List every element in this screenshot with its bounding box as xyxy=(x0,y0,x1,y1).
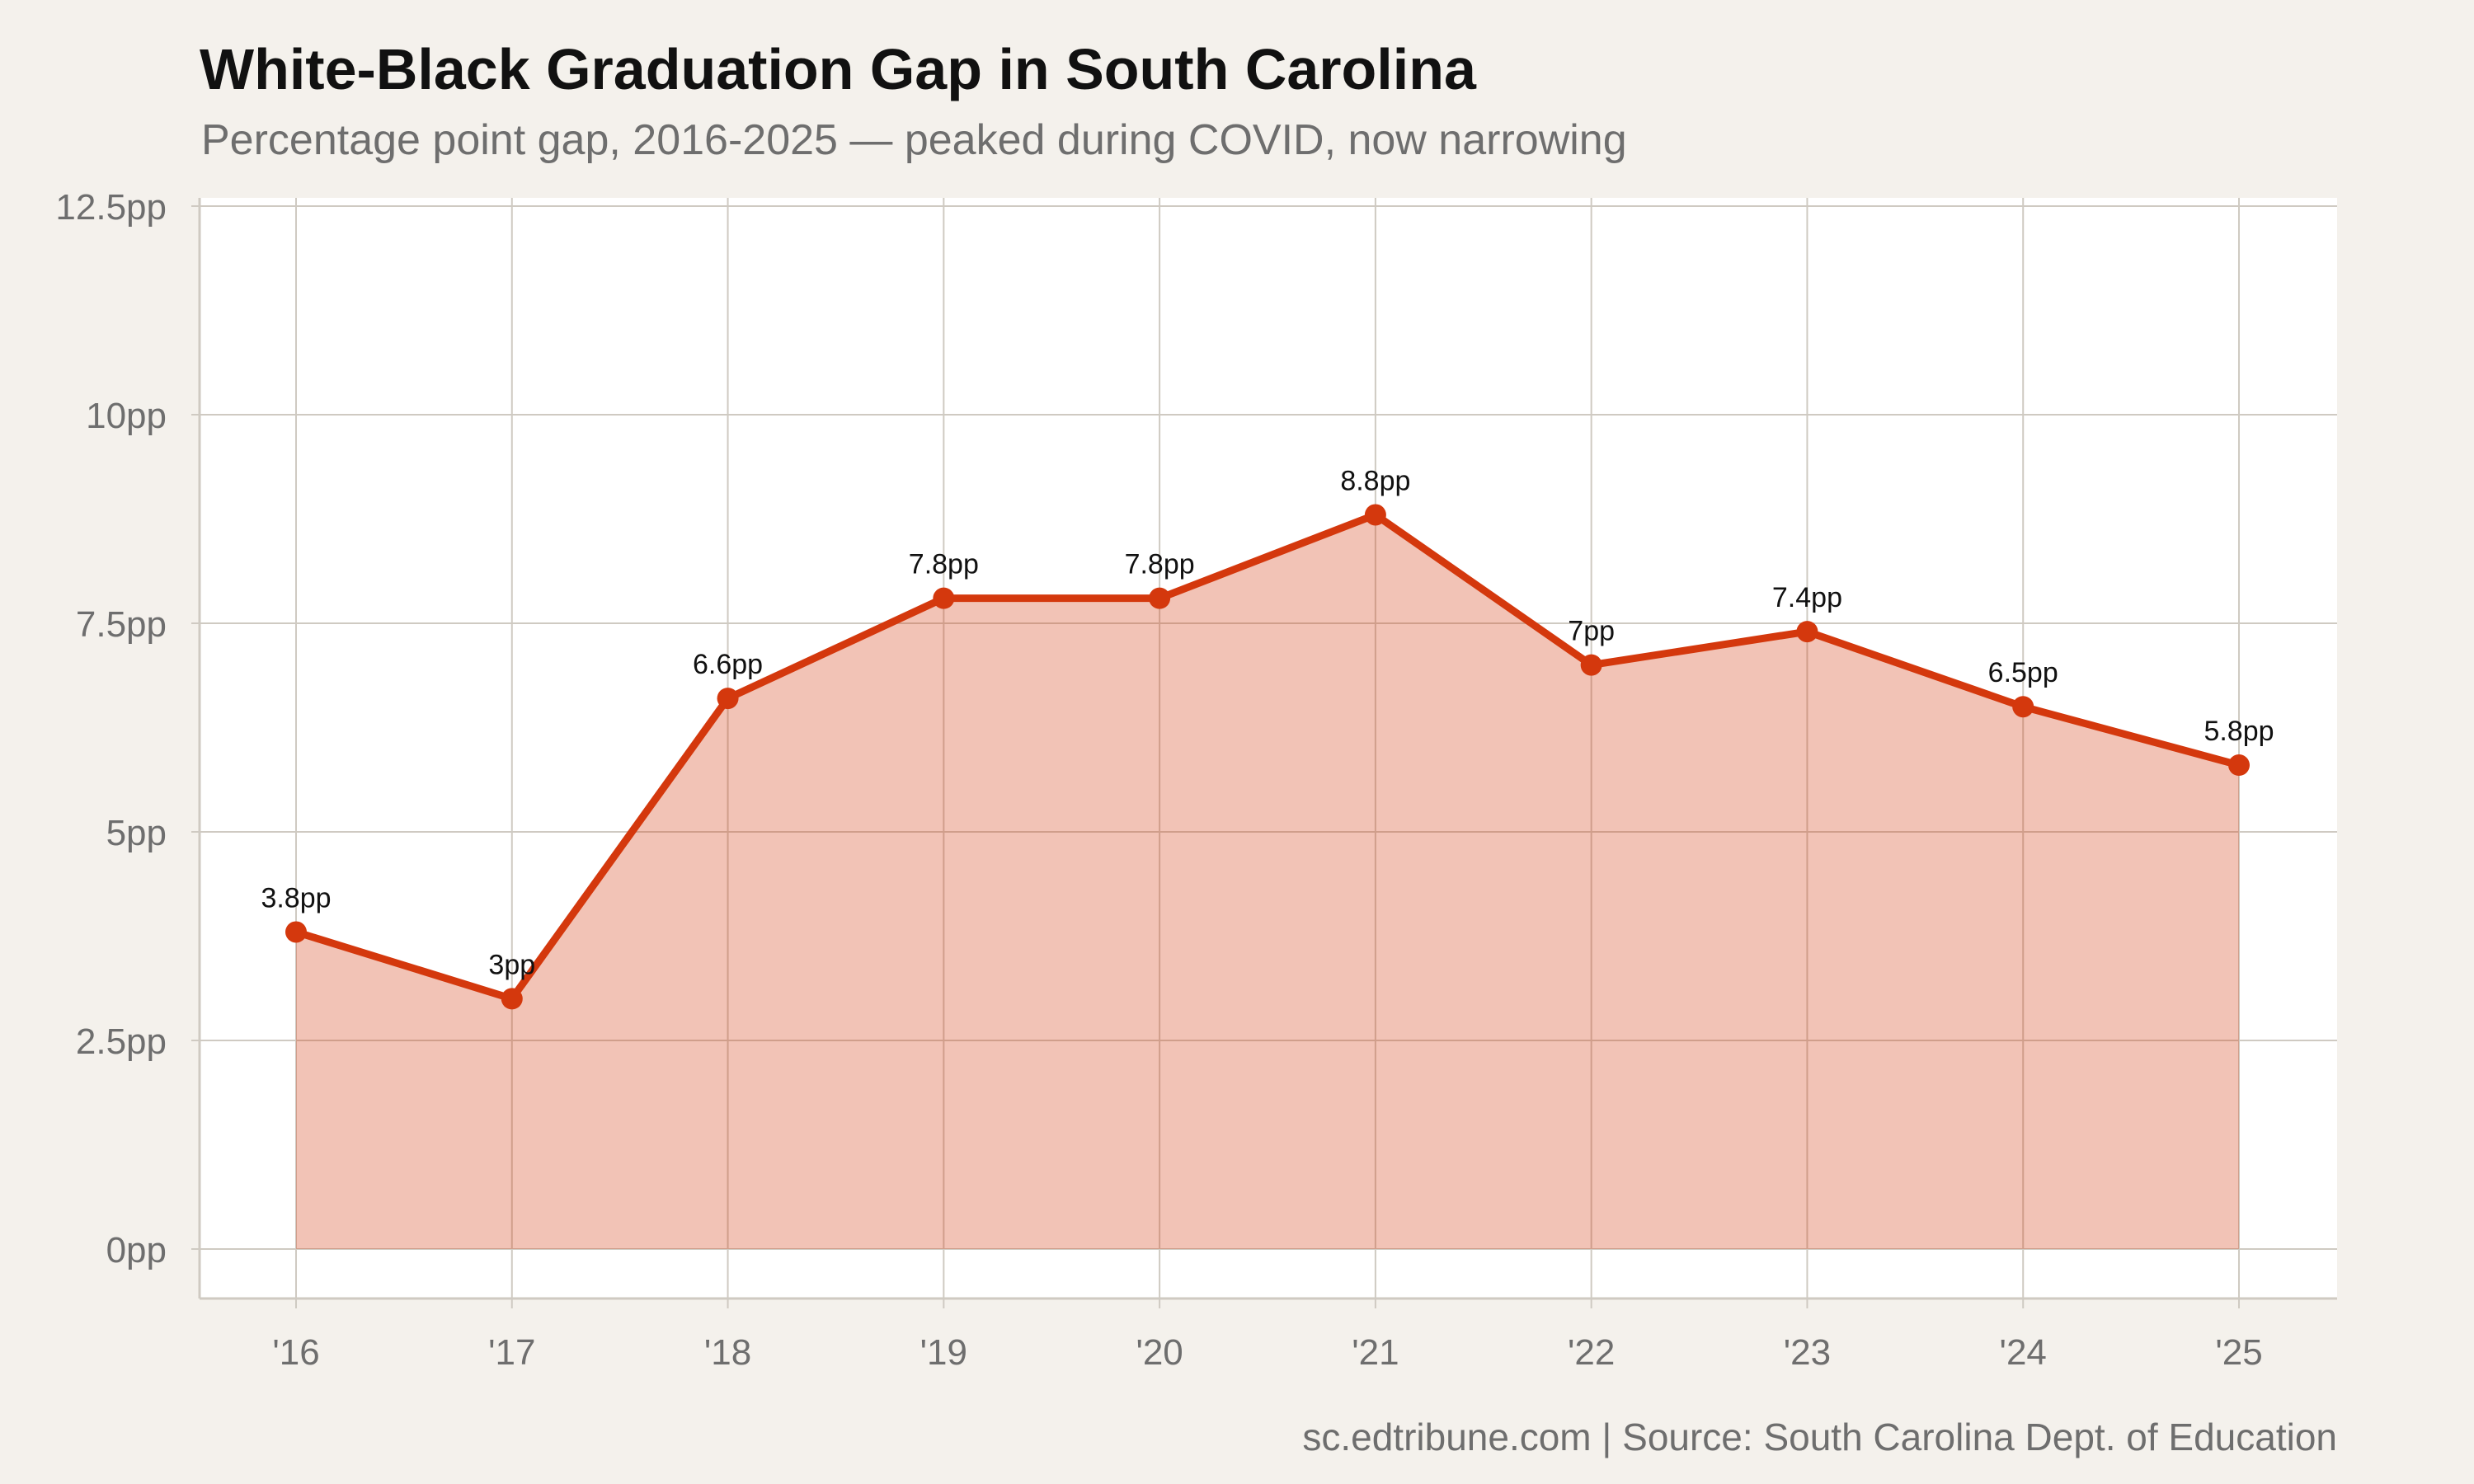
data-point xyxy=(933,587,955,609)
data-point xyxy=(717,688,739,710)
data-point xyxy=(2012,696,2034,718)
x-axis-ticks: '16 '17 '18 '19 '20 '21 '22 '23 '24 '25 xyxy=(272,1298,2263,1373)
y-tick-label: 0pp xyxy=(106,1230,167,1270)
data-label: 3pp xyxy=(488,949,535,980)
y-tick-label: 5pp xyxy=(106,813,167,853)
data-label: 3.8pp xyxy=(261,882,331,913)
y-axis-ticks: 0pp 2.5pp 5pp 7.5pp 10pp 12.5pp xyxy=(55,187,200,1270)
chart-subtitle: Percentage point gap, 2016-2025 — peaked… xyxy=(201,116,1627,164)
x-tick-label: '21 xyxy=(1352,1332,1399,1373)
data-label: 6.5pp xyxy=(1988,657,2058,688)
x-tick-label: '23 xyxy=(1784,1332,1831,1373)
x-tick-label: '25 xyxy=(2215,1332,2262,1373)
source-caption: sc.edtribune.com | Source: South Carolin… xyxy=(1302,1416,2337,1458)
data-label: 5.8pp xyxy=(2204,716,2274,747)
chart-title: White-Black Graduation Gap in South Caro… xyxy=(200,37,1476,101)
data-label: 6.6pp xyxy=(693,649,763,680)
plot-background xyxy=(200,198,2337,1298)
y-tick-label: 2.5pp xyxy=(76,1021,167,1062)
data-label: 8.8pp xyxy=(1340,465,1410,496)
data-point xyxy=(285,921,307,943)
data-label: 7.4pp xyxy=(1772,582,1842,613)
axes xyxy=(198,198,2337,1300)
data-point xyxy=(1364,504,1386,526)
x-tick-label: '20 xyxy=(1136,1332,1183,1373)
plot-panel xyxy=(200,198,2337,1298)
x-tick-label: '16 xyxy=(272,1332,319,1373)
x-tick-label: '17 xyxy=(488,1332,535,1373)
data-point xyxy=(501,988,523,1010)
grid-lines xyxy=(200,198,2337,1298)
data-point xyxy=(2228,754,2250,777)
y-tick-label: 12.5pp xyxy=(55,187,167,228)
area-series xyxy=(294,510,2241,1249)
data-labels: 3.8pp 3pp 6.6pp 7.8pp 7.8pp 8.8pp 7pp 7.4pp 6.5p… xyxy=(261,465,2274,980)
x-tick-label: '24 xyxy=(2000,1332,2047,1373)
data-label: 7.8pp xyxy=(909,549,979,580)
data-point xyxy=(1796,621,1818,643)
x-tick-label: '19 xyxy=(920,1332,967,1373)
data-label: 7.8pp xyxy=(1125,549,1195,580)
data-label: 7pp xyxy=(1568,616,1615,647)
data-point xyxy=(1580,654,1602,676)
area-fill xyxy=(296,514,2239,1249)
y-tick-label: 10pp xyxy=(86,396,167,436)
y-tick-label: 7.5pp xyxy=(76,604,167,645)
data-point xyxy=(1149,587,1171,609)
series-line xyxy=(294,510,2241,1003)
x-tick-label: '22 xyxy=(1568,1332,1615,1373)
data-points xyxy=(285,504,2250,1010)
x-tick-label: '18 xyxy=(704,1332,751,1373)
